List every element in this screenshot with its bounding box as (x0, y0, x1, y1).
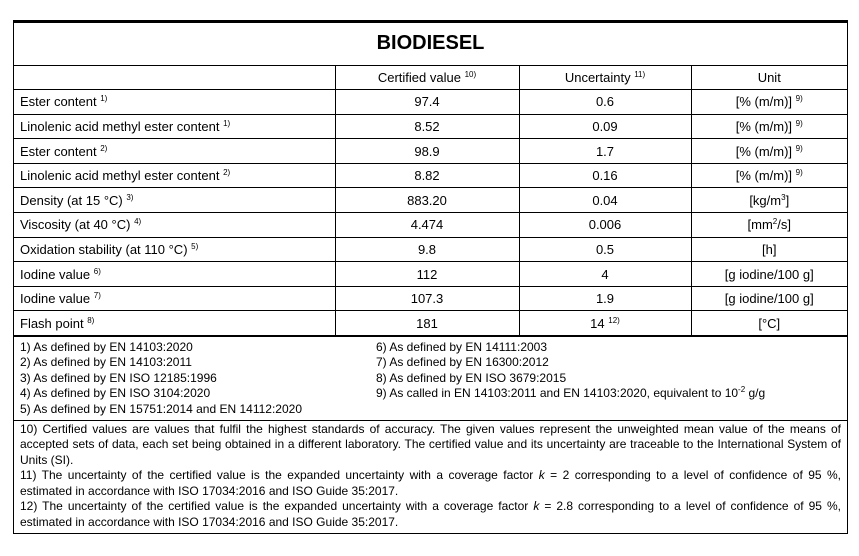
unit-value: [g iodine/100 g] (690, 261, 847, 287)
certified-value: 8.82 (334, 162, 520, 189)
uncertainty-value: 0.04 (518, 187, 692, 214)
explanatory-notes: 10) Certified values are values that ful… (14, 420, 847, 533)
unit-value: [% (m/m)] 9) (690, 138, 847, 164)
row-label: Viscosity (at 40 °C) 4) (14, 212, 336, 238)
unit-value: [°C] (690, 310, 847, 337)
footnote: 5) As defined by EN 15751:2014 and EN 14… (20, 401, 302, 416)
row-label: Iodine value 6) (14, 261, 336, 287)
unit-value: [% (m/m)] 9) (690, 89, 847, 115)
row-label: Linolenic acid methyl ester content 1) (14, 113, 336, 140)
unit-value: [% (m/m)] 9) (690, 162, 847, 189)
footnote: 6) As defined by EN 14111:2003 (376, 340, 548, 355)
row-label: Ester content 1) (14, 89, 336, 115)
table-row: Density (at 15 °C) 3) 883.20 0.04 [kg/m3… (14, 187, 847, 214)
table-row: Oxidation stability (at 110 °C) 5) 9.8 0… (14, 236, 847, 263)
uncertainty-value: 1.9 (518, 285, 692, 312)
uncertainty-value: 0.5 (518, 236, 692, 263)
certified-value: 97.4 (334, 89, 520, 115)
footnote: 2) As defined by EN 14103:2011 (20, 355, 192, 370)
note-12: 12) The uncertainty of the certified val… (20, 499, 842, 529)
biodiesel-certificate-table: BIODIESEL Certified value 10) Uncertaint… (13, 20, 848, 534)
certified-value: 107.3 (334, 285, 520, 312)
footnotes: 1) As defined by EN 14103:2020 2) As defi… (14, 336, 847, 420)
uncertainty-value: 4 (518, 261, 692, 287)
unit-value: [kg/m3] (690, 187, 847, 214)
certified-value: 181 (334, 310, 520, 337)
uncertainty-value: 14 12) (518, 310, 692, 337)
certified-value: 9.8 (334, 236, 520, 263)
header-uncertainty: Uncertainty 11) (518, 64, 692, 91)
footnote: 7) As defined by EN 16300:2012 (376, 355, 549, 370)
footnote: 8) As defined by EN ISO 3679:2015 (376, 370, 567, 385)
table-row: Viscosity (at 40 °C) 4) 4.474 0.006 [mm2… (14, 212, 847, 238)
row-label: Flash point 8) (14, 310, 336, 337)
header-row: Certified value 10) Uncertainty 11) Unit (14, 64, 847, 91)
footnote: 4) As defined by EN ISO 3104:2020 (20, 386, 211, 401)
table-row: Linolenic acid methyl ester content 2) 8… (14, 162, 847, 189)
header-unit: Unit (690, 64, 847, 91)
footnote: 3) As defined by EN ISO 12185:1996 (20, 370, 217, 385)
table-row: Ester content 1) 97.4 0.6 [% (m/m)] 9) (14, 89, 847, 115)
certified-value: 883.20 (334, 187, 520, 214)
row-label: Iodine value 7) (14, 285, 336, 312)
table-row: Linolenic acid methyl ester content 1) 8… (14, 113, 847, 140)
unit-value: [% (m/m)] 9) (690, 113, 847, 140)
uncertainty-value: 0.09 (518, 113, 692, 140)
row-label: Oxidation stability (at 110 °C) 5) (14, 236, 336, 263)
uncertainty-value: 0.6 (518, 89, 692, 115)
unit-value: [mm2/s] (690, 212, 847, 238)
header-certified-value: Certified value 10) (334, 64, 520, 91)
unit-value: [h] (690, 236, 847, 263)
row-label: Density (at 15 °C) 3) (14, 187, 336, 214)
table-row: Ester content 2) 98.9 1.7 [% (m/m)] 9) (14, 138, 847, 164)
certified-value: 8.52 (334, 113, 520, 140)
table-row: Iodine value 6) 112 4 [g iodine/100 g] (14, 261, 847, 287)
row-label: Ester content 2) (14, 138, 336, 164)
table-title: BIODIESEL (14, 23, 847, 66)
unit-value: [g iodine/100 g] (690, 285, 847, 312)
uncertainty-value: 1.7 (518, 138, 692, 164)
values-table: BIODIESEL Certified value 10) Uncertaint… (14, 23, 847, 337)
table-row: Flash point 8) 181 14 12) [°C] (14, 310, 847, 337)
footnote: 1) As defined by EN 14103:2020 (20, 340, 193, 355)
note-11: 11) The uncertainty of the certified val… (20, 468, 841, 498)
certified-value: 98.9 (334, 138, 520, 164)
table-row: Iodine value 7) 107.3 1.9 [g iodine/100 … (14, 285, 847, 312)
row-label: Linolenic acid methyl ester content 2) (14, 162, 336, 189)
note-10: 10) Certified values are values that ful… (20, 422, 841, 467)
certified-value: 112 (334, 261, 520, 287)
uncertainty-value: 0.006 (518, 212, 692, 238)
footnote-9: 9) As called in EN 14103:2011 and EN 141… (376, 385, 766, 401)
certified-value: 4.474 (334, 212, 520, 238)
uncertainty-value: 0.16 (518, 162, 692, 189)
